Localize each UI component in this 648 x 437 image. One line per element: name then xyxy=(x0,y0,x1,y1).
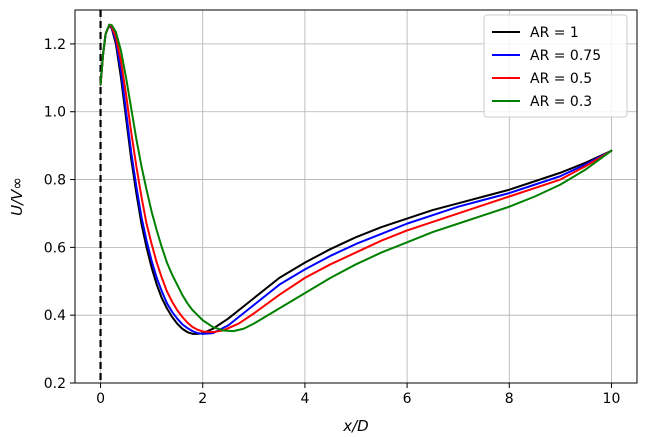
legend-box xyxy=(483,14,628,118)
y-tick-label: 0.2 xyxy=(44,376,66,392)
legend-label: AR = 0.5 xyxy=(530,71,592,87)
legend-label: AR = 0.3 xyxy=(530,94,592,110)
y-tick-label: 0.4 xyxy=(44,308,66,324)
x-tick-label: 8 xyxy=(505,391,514,407)
axis-ticks: 0 2 4 6 8 10 0.2 0.4 0.6 0.8 1.0 1.2 xyxy=(44,37,621,407)
series-line xyxy=(99,23,613,333)
x-axis-label: x/D xyxy=(342,417,368,435)
y-tick-label: 0.8 xyxy=(44,173,66,189)
x-tick-label: 4 xyxy=(300,391,309,407)
x-tick-label: 0 xyxy=(96,391,105,407)
series-group xyxy=(99,23,613,335)
plot-area-frame xyxy=(74,9,638,384)
series-line xyxy=(99,24,613,335)
y-axis-label: U/V∞ xyxy=(8,177,26,216)
y-tick-label: 1.0 xyxy=(44,105,66,121)
legend: AR = 1 AR = 0.75 AR = 0.5 AR = 0.3 xyxy=(483,14,628,118)
x-tick-label: 2 xyxy=(198,391,207,407)
legend-label: AR = 0.75 xyxy=(530,48,601,64)
y-tick-label: 0.6 xyxy=(44,240,66,256)
series-line xyxy=(99,24,613,334)
legend-label: AR = 1 xyxy=(530,25,579,41)
x-tick-label: 10 xyxy=(603,391,621,407)
y-tick-label: 1.2 xyxy=(44,37,66,53)
x-tick-label: 6 xyxy=(403,391,412,407)
